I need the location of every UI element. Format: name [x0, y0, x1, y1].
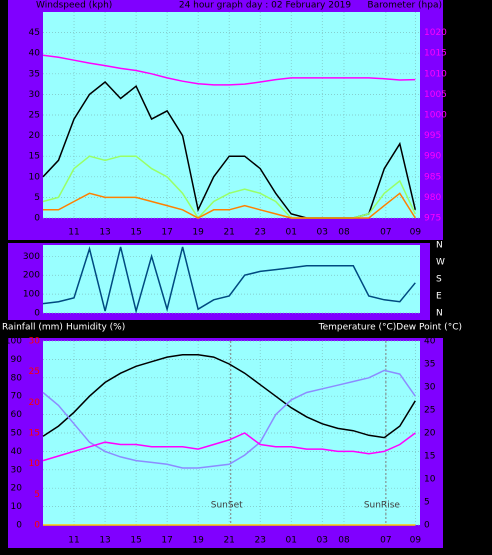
- y-tick-label: 30: [29, 90, 41, 100]
- humidity-label: Humidity (%): [66, 323, 125, 333]
- x-tick-label: 23: [254, 228, 265, 238]
- x-tick-label: 17: [161, 228, 172, 238]
- y2-tick-label: 1010: [424, 69, 447, 79]
- series-line: [43, 192, 416, 219]
- x-tick-label: 21: [223, 228, 234, 238]
- y-tick-label: 90: [11, 355, 23, 365]
- y2-tick-label: 10: [424, 475, 436, 485]
- y2-tick-label: 985: [424, 172, 441, 182]
- y3-tick-label: 20: [29, 398, 41, 408]
- temp-plot: [43, 341, 420, 525]
- x-tick-label: 13: [99, 536, 110, 546]
- y2-tick-label: 35: [424, 360, 435, 370]
- y2-tick-label: 20: [424, 429, 436, 439]
- y2-tick-label: S: [436, 275, 442, 285]
- y-tick-label: 200: [23, 271, 40, 281]
- y-tick-label: 70: [11, 392, 23, 402]
- annotation: SunRise: [364, 501, 401, 511]
- y2-tick-label: N: [436, 241, 443, 251]
- y3-tick-label: 25: [29, 367, 40, 377]
- x-tick-label: 03: [317, 536, 328, 546]
- x-tick-label: 08: [338, 228, 350, 238]
- y2-tick-label: W: [436, 258, 445, 268]
- x-tick-label: 09: [410, 536, 422, 546]
- y-tick-label: 40: [29, 49, 41, 59]
- series-line: [42, 54, 416, 86]
- x-tick-label: 11: [68, 228, 79, 238]
- x-tick-label: 13: [99, 228, 110, 238]
- y-tick-label: 0: [34, 214, 40, 224]
- x-tick-label: 11: [68, 536, 79, 546]
- x-tick-label: 07: [380, 536, 391, 546]
- y2-tick-label: E: [436, 292, 442, 302]
- y-tick-label: 60: [11, 410, 23, 420]
- y2-tick-label: 980: [424, 193, 441, 203]
- y-tick-label: 10: [11, 502, 23, 512]
- x-tick-label: 19: [192, 228, 204, 238]
- y-tick-label: 40: [11, 447, 23, 457]
- series-line: [42, 354, 416, 439]
- y-tick-label: 80: [11, 373, 23, 383]
- y2-tick-label: 0: [424, 521, 430, 531]
- x-tick-label: 15: [130, 536, 141, 546]
- y2-tick-label: 990: [424, 152, 441, 162]
- title: 24 hour graph day : 02 February 2019: [179, 1, 352, 11]
- x-tick-label: 17: [161, 536, 172, 546]
- x-tick-label: 01: [286, 228, 297, 238]
- y2-tick-label: 30: [424, 383, 436, 393]
- y2-tick-label: 1020: [424, 28, 447, 38]
- y3-tick-label: 0: [34, 521, 40, 531]
- y2-tick-label: 1005: [424, 90, 447, 100]
- x-tick-label: 01: [286, 536, 297, 546]
- y-tick-label: 30: [11, 465, 23, 475]
- y2-tick-label: 975: [424, 214, 441, 224]
- y3-tick-label: 5: [34, 490, 40, 500]
- y-tick-label: 20: [11, 484, 23, 494]
- y2-tick-label: N: [436, 309, 443, 319]
- direction-plot: [43, 245, 420, 313]
- x-tick-label: 15: [130, 228, 141, 238]
- y2-tick-label: 5: [424, 498, 430, 508]
- annotation: SunSet: [211, 501, 243, 511]
- x-tick-label: 19: [192, 536, 204, 546]
- series-line: [42, 432, 416, 462]
- temp-label: Temperature (°C)Dew Point (°C): [318, 323, 462, 333]
- y-tick-label: 10: [29, 172, 41, 182]
- y2-tick-label: 15: [424, 452, 435, 462]
- y3-tick-label: 15: [29, 429, 40, 439]
- x-tick-label: 08: [338, 536, 350, 546]
- x-tick-label: 21: [223, 536, 234, 546]
- y-tick-label: 100: [23, 290, 40, 300]
- y2-tick-label: 40: [424, 337, 436, 347]
- y-tick-label: 50: [11, 429, 23, 439]
- wind-label: Windspeed (kph): [36, 1, 112, 11]
- y2-tick-label: 995: [424, 131, 441, 141]
- y3-tick-label: 10: [29, 459, 41, 469]
- x-tick-label: 09: [410, 228, 422, 238]
- y-tick-label: 35: [29, 69, 40, 79]
- y-tick-label: 100: [5, 337, 22, 347]
- y-tick-label: 0: [34, 309, 40, 319]
- y3-tick-label: 30: [29, 337, 41, 347]
- y2-tick-label: 25: [424, 406, 435, 416]
- y-tick-label: 0: [16, 521, 22, 531]
- y2-tick-label: 1015: [424, 49, 447, 59]
- y-tick-label: 300: [23, 252, 40, 262]
- rain-label: Rainfall (mm): [2, 323, 63, 333]
- y2-tick-label: 1000: [424, 111, 447, 121]
- x-tick-label: 23: [254, 536, 265, 546]
- y-tick-label: 20: [29, 131, 41, 141]
- series-line: [42, 369, 416, 469]
- y-tick-label: 15: [29, 152, 40, 162]
- x-tick-label: 03: [317, 228, 328, 238]
- baro-label: Barometer (hpa): [367, 1, 442, 11]
- series-line: [42, 246, 416, 315]
- x-tick-label: 07: [380, 228, 391, 238]
- wind-plot: [43, 12, 420, 218]
- y-tick-label: 5: [34, 193, 40, 203]
- y-tick-label: 45: [29, 28, 40, 38]
- y-tick-label: 25: [29, 111, 40, 121]
